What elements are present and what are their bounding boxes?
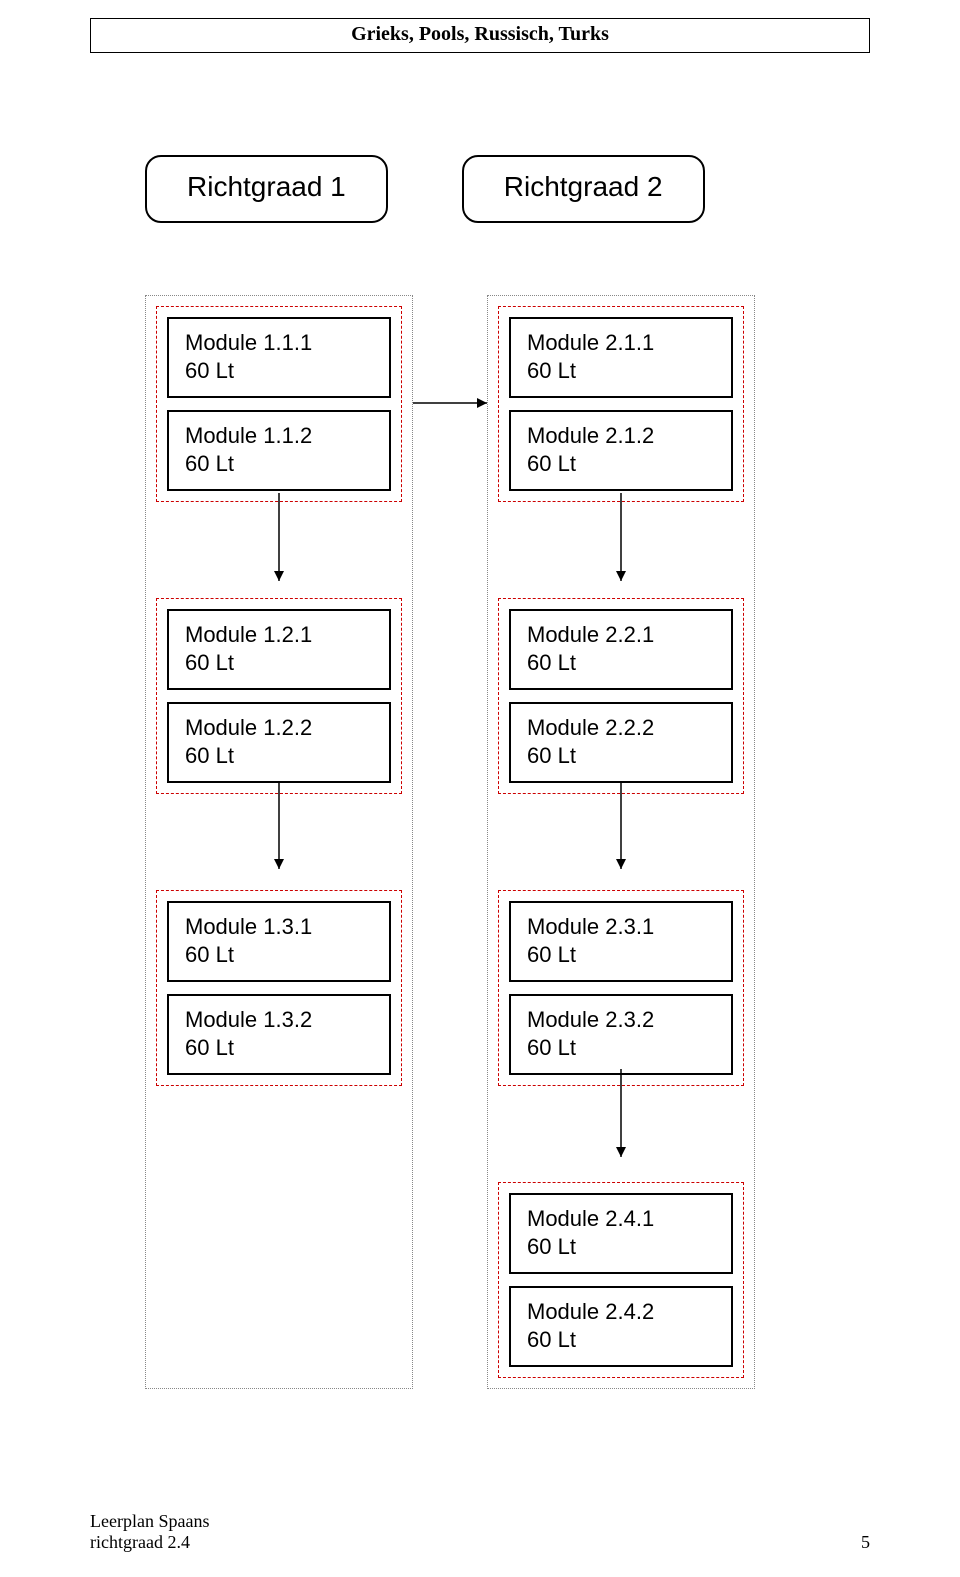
module-box: Module 1.1.2 60 Lt (167, 410, 391, 491)
footer-text: Leerplan Spaans richtgraad 2.4 (90, 1511, 209, 1553)
module-box: Module 2.3.1 60 Lt (509, 901, 733, 982)
module-name: Module 1.1.2 (185, 423, 312, 448)
module-box: Module 1.1.1 60 Lt (167, 317, 391, 398)
page-title-text: Grieks, Pools, Russisch, Turks (351, 23, 609, 45)
module-name: Module 2.4.1 (527, 1206, 654, 1231)
module-name: Module 1.2.1 (185, 622, 312, 647)
header-left-label: Richtgraad 1 (187, 171, 346, 202)
module-hours: 60 Lt (527, 1035, 576, 1060)
header-richtgraad-1: Richtgraad 1 (145, 155, 388, 223)
page-number-value: 5 (861, 1532, 870, 1552)
module-name: Module 2.1.2 (527, 423, 654, 448)
module-name: Module 2.3.1 (527, 914, 654, 939)
module-box: Module 2.4.2 60 Lt (509, 1286, 733, 1367)
group-2-2: Module 2.2.1 60 Lt Module 2.2.2 60 Lt (498, 598, 744, 794)
module-name: Module 2.1.1 (527, 330, 654, 355)
module-hours: 60 Lt (527, 1327, 576, 1352)
footer-line-2: richtgraad 2.4 (90, 1532, 190, 1552)
module-hours: 60 Lt (527, 942, 576, 967)
page-title: Grieks, Pools, Russisch, Turks (90, 18, 870, 53)
module-hours: 60 Lt (185, 358, 234, 383)
column-richtgraad-1: Module 1.1.1 60 Lt Module 1.1.2 60 Lt Mo… (145, 295, 413, 1389)
module-name: Module 1.1.1 (185, 330, 312, 355)
module-hours: 60 Lt (185, 942, 234, 967)
group-2-3: Module 2.3.1 60 Lt Module 2.3.2 60 Lt (498, 890, 744, 1086)
module-box: Module 2.1.2 60 Lt (509, 410, 733, 491)
footer-line-1: Leerplan Spaans (90, 1511, 209, 1531)
module-box: Module 2.2.2 60 Lt (509, 702, 733, 783)
module-box: Module 1.2.2 60 Lt (167, 702, 391, 783)
module-name: Module 2.2.1 (527, 622, 654, 647)
group-1-2: Module 1.2.1 60 Lt Module 1.2.2 60 Lt (156, 598, 402, 794)
group-2-4: Module 2.4.1 60 Lt Module 2.4.2 60 Lt (498, 1182, 744, 1378)
module-box: Module 2.3.2 60 Lt (509, 994, 733, 1075)
module-box: Module 1.2.1 60 Lt (167, 609, 391, 690)
module-hours: 60 Lt (527, 650, 576, 675)
module-box: Module 2.2.1 60 Lt (509, 609, 733, 690)
module-hours: 60 Lt (527, 358, 576, 383)
module-name: Module 2.4.2 (527, 1299, 654, 1324)
group-2-1: Module 2.1.1 60 Lt Module 2.1.2 60 Lt (498, 306, 744, 502)
group-1-1: Module 1.1.1 60 Lt Module 1.1.2 60 Lt (156, 306, 402, 502)
module-hours: 60 Lt (527, 451, 576, 476)
module-hours: 60 Lt (185, 650, 234, 675)
header-richtgraad-2: Richtgraad 2 (462, 155, 705, 223)
module-box: Module 1.3.1 60 Lt (167, 901, 391, 982)
module-box: Module 1.3.2 60 Lt (167, 994, 391, 1075)
module-name: Module 2.2.2 (527, 715, 654, 740)
module-box: Module 2.4.1 60 Lt (509, 1193, 733, 1274)
module-hours: 60 Lt (185, 1035, 234, 1060)
module-hours: 60 Lt (185, 451, 234, 476)
module-name: Module 1.3.1 (185, 914, 312, 939)
module-name: Module 2.3.2 (527, 1007, 654, 1032)
column-richtgraad-2: Module 2.1.1 60 Lt Module 2.1.2 60 Lt Mo… (487, 295, 755, 1389)
module-name: Module 1.3.2 (185, 1007, 312, 1032)
module-hours: 60 Lt (527, 1234, 576, 1259)
module-name: Module 1.2.2 (185, 715, 312, 740)
header-right-label: Richtgraad 2 (504, 171, 663, 202)
module-hours: 60 Lt (527, 743, 576, 768)
module-hours: 60 Lt (185, 743, 234, 768)
module-box: Module 2.1.1 60 Lt (509, 317, 733, 398)
group-1-3: Module 1.3.1 60 Lt Module 1.3.2 60 Lt (156, 890, 402, 1086)
page-number: 5 (861, 1532, 870, 1553)
